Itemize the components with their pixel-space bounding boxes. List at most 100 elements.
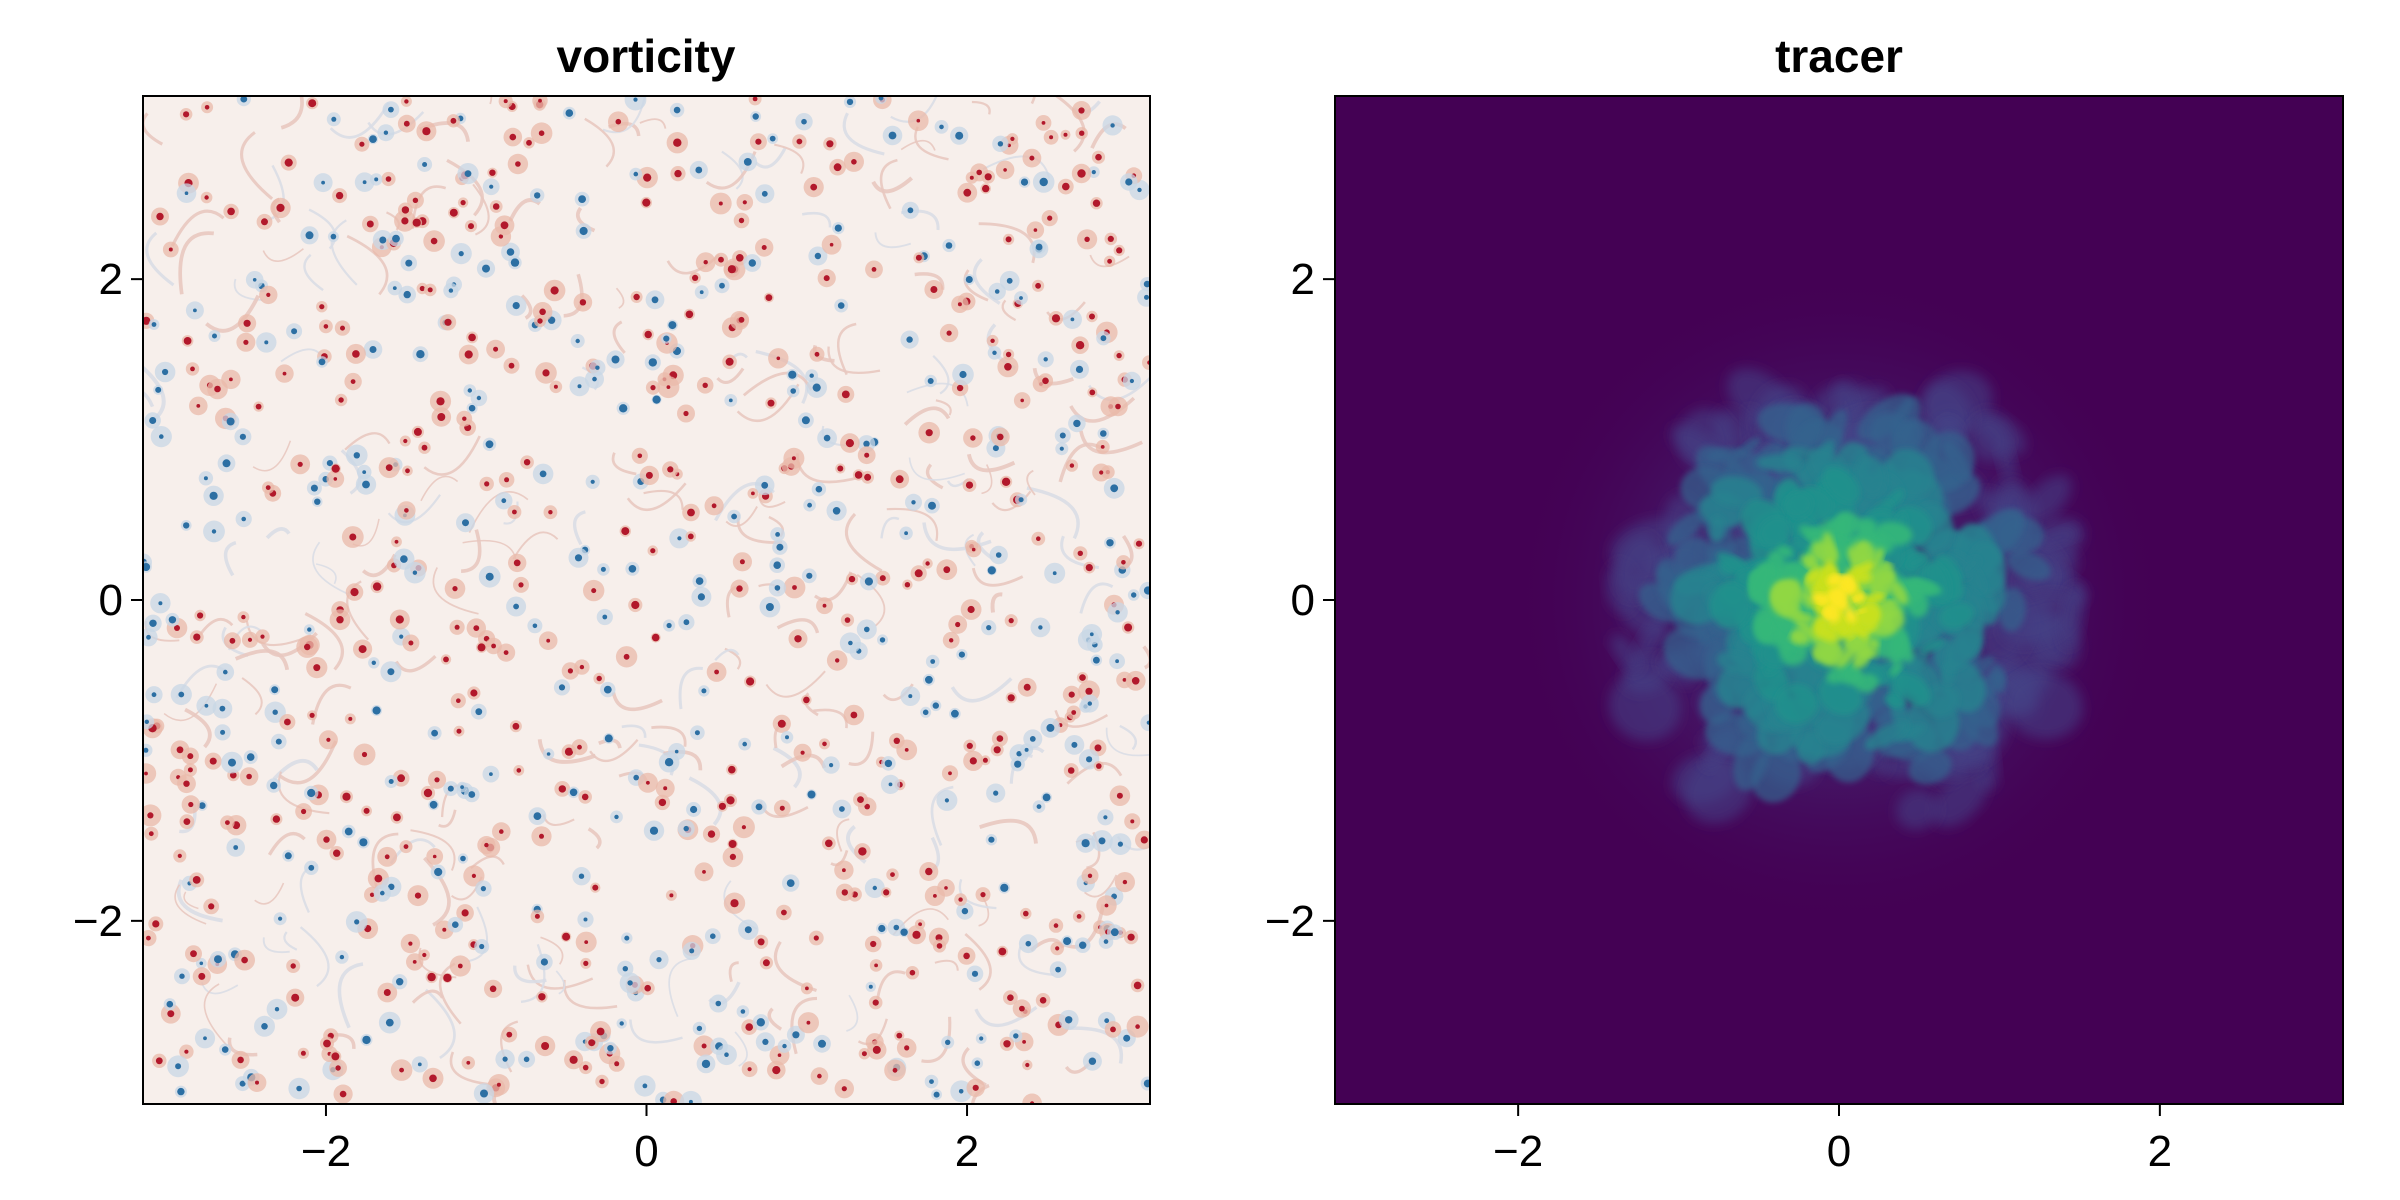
vortex-positive bbox=[997, 433, 1004, 441]
vorticity-filament bbox=[201, 982, 239, 995]
vortex-positive bbox=[687, 508, 695, 517]
vorticity-filament bbox=[184, 707, 212, 749]
vortex-negative bbox=[392, 286, 397, 290]
tracer-xtick-label: 0 bbox=[1827, 1127, 1851, 1176]
vortex-positive bbox=[491, 643, 496, 649]
vortex-positive bbox=[369, 892, 375, 897]
tracer-blob bbox=[1823, 466, 1861, 504]
vortex-positive bbox=[350, 379, 356, 384]
vortex-negative bbox=[927, 378, 934, 384]
vortex-positive bbox=[1079, 674, 1086, 681]
vortex-positive bbox=[1104, 903, 1109, 908]
vortex-positive bbox=[1131, 677, 1140, 685]
vortex-positive bbox=[489, 169, 496, 176]
vortex-positive bbox=[492, 203, 500, 210]
vorticity-ytick-label: 2 bbox=[99, 255, 123, 304]
vortex-negative bbox=[818, 1039, 826, 1048]
vortex-positive bbox=[666, 385, 671, 389]
tracer-blob bbox=[1894, 672, 1931, 707]
vortex-negative bbox=[719, 282, 725, 289]
vortex-positive bbox=[183, 818, 191, 825]
tracer-blob bbox=[1666, 511, 1705, 546]
vorticity-filament bbox=[240, 131, 274, 200]
vortex-positive bbox=[777, 1053, 782, 1057]
vortex-positive bbox=[925, 429, 933, 437]
tracer-blob bbox=[1906, 555, 1927, 569]
vortex-positive bbox=[1122, 879, 1128, 885]
vortex-negative bbox=[1065, 1016, 1073, 1024]
vortex-negative bbox=[158, 601, 163, 606]
vortex-positive bbox=[443, 656, 449, 663]
vortex-positive bbox=[872, 999, 879, 1006]
vortex-positive bbox=[227, 207, 235, 216]
vortex-positive bbox=[747, 1067, 752, 1072]
vortex-negative bbox=[467, 388, 472, 393]
vortex-negative bbox=[740, 1009, 746, 1014]
tracer-blob bbox=[1836, 642, 1860, 668]
vorticity-filament bbox=[283, 931, 298, 951]
vorticity-filament bbox=[410, 829, 456, 871]
vorticity-filament bbox=[1026, 486, 1080, 540]
vorticity-filament bbox=[337, 962, 364, 1029]
vortex-negative bbox=[595, 365, 600, 370]
vortex-positive bbox=[1095, 153, 1102, 161]
vortex-negative bbox=[958, 651, 966, 658]
tracer-blob bbox=[1806, 552, 1817, 568]
vortex-negative bbox=[872, 885, 877, 891]
vorticity-filament bbox=[438, 809, 457, 828]
vortex-positive bbox=[470, 689, 478, 697]
vortex-negative bbox=[664, 758, 674, 767]
vortex-positive bbox=[246, 773, 252, 780]
vortex-positive bbox=[309, 712, 315, 718]
vortex-negative bbox=[600, 566, 606, 572]
vortex-positive bbox=[621, 527, 630, 536]
vortex-positive bbox=[833, 163, 842, 172]
vortex-positive bbox=[725, 357, 734, 366]
vorticity-filament bbox=[278, 740, 338, 785]
vortex-negative bbox=[417, 1062, 422, 1067]
vortex-positive bbox=[944, 886, 948, 890]
vortex-negative bbox=[974, 1060, 981, 1066]
vorticity-filament bbox=[668, 957, 691, 1018]
vortex-negative bbox=[310, 484, 318, 492]
vortex-positive bbox=[384, 854, 390, 860]
vortex-negative bbox=[1052, 571, 1057, 576]
tracer-title: tracer bbox=[1775, 30, 1903, 82]
vortex-positive bbox=[423, 788, 433, 798]
vortex-positive bbox=[1122, 678, 1127, 682]
vortex-negative bbox=[565, 109, 574, 117]
vorticity-filament bbox=[262, 248, 304, 262]
vortex-positive bbox=[762, 959, 770, 967]
vortex-negative bbox=[868, 984, 873, 989]
vorticity-filament bbox=[903, 406, 951, 426]
vortex-positive bbox=[822, 603, 827, 608]
vortex-negative bbox=[512, 302, 520, 310]
vortex-negative bbox=[724, 1052, 729, 1057]
vortex-negative bbox=[184, 191, 189, 195]
vorticity-filament bbox=[174, 884, 207, 925]
vortex-negative bbox=[602, 614, 608, 620]
vortex-negative bbox=[146, 634, 151, 640]
vortex-positive bbox=[1116, 352, 1122, 359]
vortex-positive bbox=[1001, 477, 1011, 486]
vortex-positive bbox=[969, 175, 974, 180]
vortex-negative bbox=[246, 753, 255, 761]
vortex-positive bbox=[776, 356, 781, 361]
vortex-negative bbox=[583, 917, 588, 922]
vortex-positive bbox=[1100, 445, 1105, 449]
tracer-blob bbox=[1932, 771, 1989, 827]
vortex-negative bbox=[241, 516, 246, 522]
vorticity-filament bbox=[716, 367, 745, 385]
vortex-negative bbox=[922, 709, 929, 716]
vortex-negative bbox=[159, 434, 164, 439]
vortex-positive bbox=[984, 173, 992, 181]
vortex-positive bbox=[462, 416, 467, 421]
vortex-negative bbox=[403, 290, 411, 299]
vortex-positive bbox=[588, 1039, 596, 1047]
vorticity-filament bbox=[844, 512, 883, 573]
vortex-positive bbox=[401, 206, 410, 214]
vorticity-filament bbox=[424, 988, 456, 1060]
vortex-negative bbox=[321, 180, 325, 185]
vortex-negative bbox=[331, 116, 337, 122]
vortex-positive bbox=[326, 737, 331, 742]
